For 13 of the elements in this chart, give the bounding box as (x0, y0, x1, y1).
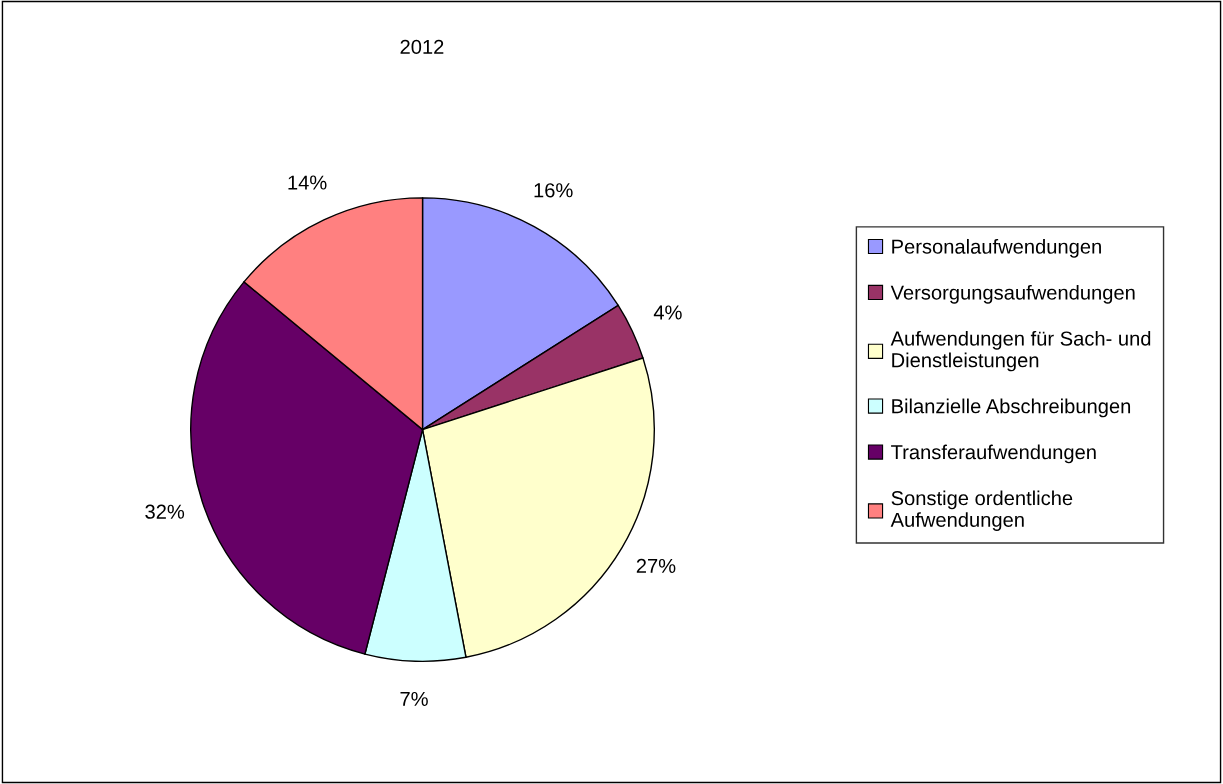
legend-label: Sonstige ordentliche Aufwendungen (890, 490, 1073, 531)
chart-title: 2012 (400, 39, 444, 55)
legend-label: Personalaufwendungen (892, 238, 1101, 258)
data-label: 32% (145, 504, 185, 519)
legend-label: Versorgungsaufwendungen (890, 284, 1135, 304)
data-label: 14% (288, 175, 327, 190)
data-label: 16% (534, 183, 573, 198)
legend-label: Bilanzielle Abschreibungen (892, 398, 1131, 418)
data-label: 4% (653, 305, 682, 320)
data-label: 27% (636, 558, 676, 573)
legend-label: Transferaufwendungen (891, 444, 1096, 464)
legend-label: Aufwendungen für Sach- und Dienstleistungen (890, 330, 1151, 372)
data-label: 7% (400, 691, 428, 706)
